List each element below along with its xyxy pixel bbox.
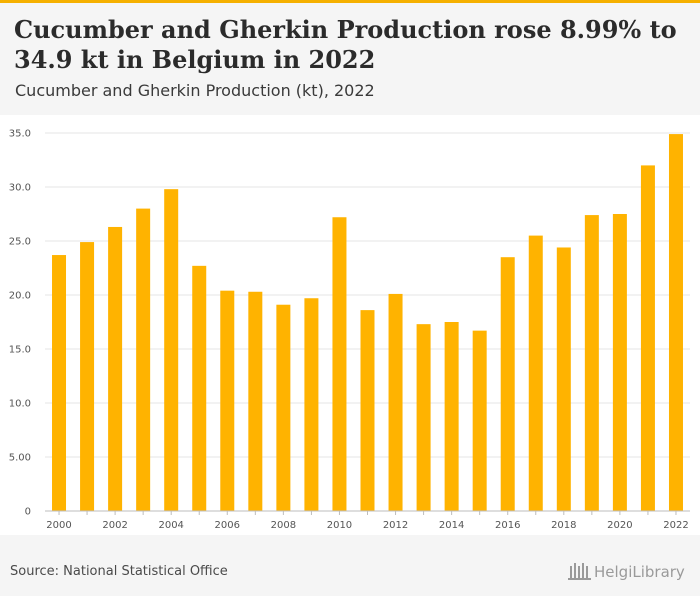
y-tick-label: 25.0 (9, 237, 31, 248)
bar-2011[interactable] (360, 310, 375, 511)
x-tick-label: 2012 (383, 520, 408, 531)
bar-2006[interactable] (220, 290, 235, 511)
bar-2009[interactable] (304, 298, 319, 511)
bar-2012[interactable] (388, 293, 403, 511)
bar-2005[interactable] (192, 265, 207, 511)
y-tick-label: 35.0 (9, 129, 31, 140)
bars (52, 134, 683, 512)
bar-2001[interactable] (80, 242, 95, 511)
helgi-library-logo[interactable]: HelgiLibrary (568, 558, 694, 584)
x-tick-label: 2002 (102, 520, 127, 531)
library-building-icon (568, 563, 591, 580)
logo-text: HelgiLibrary (594, 563, 685, 581)
y-tick-label: 30.0 (9, 183, 31, 194)
bar-2007[interactable] (248, 291, 263, 511)
bar-2002[interactable] (108, 226, 123, 511)
x-tick-label: 2022 (663, 520, 688, 531)
x-tick-label: 2006 (215, 520, 240, 531)
chart-subtitle: Cucumber and Gherkin Production (kt), 20… (15, 81, 375, 100)
bar-2021[interactable] (640, 165, 655, 511)
chart-header: Cucumber and Gherkin Production rose 8.9… (0, 3, 700, 115)
y-tick-label: 0 (25, 507, 31, 518)
bar-2000[interactable] (52, 255, 67, 511)
y-tick-label: 15.0 (9, 345, 31, 356)
bar-2004[interactable] (164, 189, 179, 511)
bar-2020[interactable] (612, 214, 627, 511)
chart-footer: Source: National Statistical Office Helg… (0, 535, 700, 596)
x-tick-label: 2016 (495, 520, 520, 531)
chart-title: Cucumber and Gherkin Production rose 8.9… (14, 15, 677, 74)
y-axis-tick-labels: 0 5.00 10.0 15.0 20.0 25.0 30.0 35.0 (9, 129, 31, 518)
y-tick-label: 10.0 (9, 399, 31, 410)
bar-2016[interactable] (500, 257, 515, 511)
x-axis-tick-labels: 2000 2002 2004 2006 2008 2010 2012 2014 2016 2018… (46, 520, 688, 531)
x-axis (45, 510, 690, 515)
bar-2017[interactable] (528, 235, 543, 511)
x-tick-label: 2020 (607, 520, 632, 531)
bar-2018[interactable] (556, 247, 571, 512)
x-tick-label: 2014 (439, 520, 464, 531)
top-accent-bar (0, 0, 700, 3)
bar-2019[interactable] (584, 215, 599, 511)
bar-2008[interactable] (276, 304, 291, 511)
x-tick-label: 2000 (46, 520, 71, 531)
bar-2013[interactable] (416, 324, 431, 511)
bar-2022[interactable] (668, 134, 683, 511)
x-tick-label: 2004 (158, 520, 183, 531)
x-tick-label: 2018 (551, 520, 576, 531)
source-note: Source: National Statistical Office (10, 564, 228, 579)
bar-2003[interactable] (136, 208, 151, 511)
y-tick-label: 20.0 (9, 291, 31, 302)
bar-2010[interactable] (332, 217, 347, 511)
y-tick-label: 5.00 (9, 453, 31, 464)
bar-2014[interactable] (444, 322, 459, 511)
x-tick-label: 2010 (327, 520, 352, 531)
bar-2015[interactable] (472, 330, 487, 511)
x-tick-label: 2008 (271, 520, 296, 531)
